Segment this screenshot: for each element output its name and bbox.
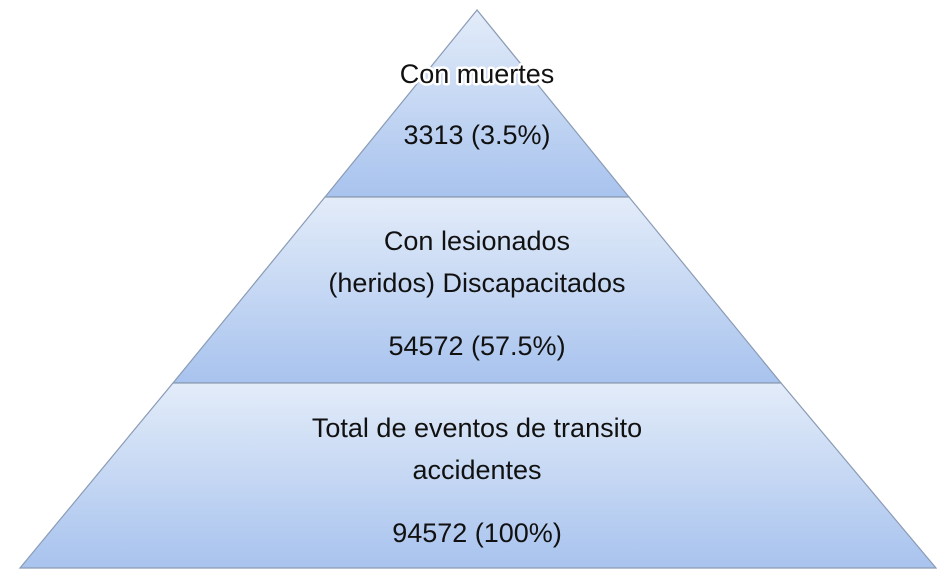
tier-top (323, 9, 631, 198)
tier-label: (heridos) Discapacitados (328, 268, 625, 298)
tier-value: 94572 (100%) (392, 518, 562, 548)
tier-label: accidentes (412, 455, 541, 485)
tier-label: Total de eventos de transito (312, 413, 642, 443)
tier-label: Con lesionados (384, 226, 570, 256)
tier-value: 54572 (57.5%) (388, 331, 565, 361)
tier-bottom (18, 382, 937, 569)
tier-label: Con muertes (400, 59, 555, 89)
tier-value: 3313 (3.5%) (403, 120, 550, 150)
